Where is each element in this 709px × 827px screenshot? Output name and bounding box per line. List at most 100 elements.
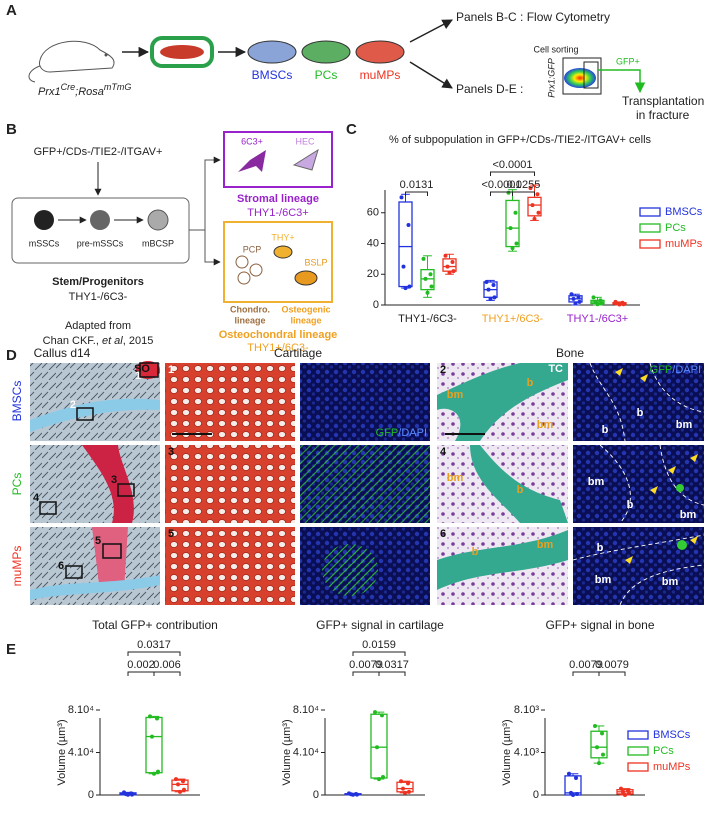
shape xyxy=(235,255,249,269)
p-value: 0.0317 xyxy=(137,639,171,651)
shape xyxy=(65,565,83,579)
charts: % of subpopulation in GFP+/CDs-/TIE2-/IT… xyxy=(56,134,703,801)
tissue-label: bm xyxy=(676,419,693,431)
point xyxy=(401,786,405,791)
arrow xyxy=(409,19,453,43)
shape xyxy=(355,40,405,64)
shape xyxy=(676,484,684,492)
shape xyxy=(300,363,430,441)
point xyxy=(150,734,154,739)
flow-axis: Prx1:GFP xyxy=(546,58,556,98)
stromal-cell xyxy=(292,148,319,171)
legend-swatch xyxy=(639,239,661,249)
region-number: 5 xyxy=(95,535,101,547)
culture-dishes xyxy=(247,40,405,64)
group xyxy=(39,362,159,579)
legend-label: BMSCs xyxy=(653,729,691,741)
legend-swatch xyxy=(639,223,661,233)
point xyxy=(126,792,130,797)
y-axis-label: Volume (µm³) xyxy=(281,719,293,785)
point xyxy=(508,226,513,231)
tissue-label: bm xyxy=(537,539,554,551)
tissue-label: b xyxy=(637,407,644,419)
cell-label: mBCSP xyxy=(142,238,174,248)
shape xyxy=(690,454,698,462)
shape xyxy=(599,444,705,524)
point xyxy=(571,793,575,797)
channel-label: GFP/DAPI xyxy=(650,364,701,376)
point xyxy=(600,731,604,736)
outcome: Transplantation xyxy=(622,94,704,108)
box xyxy=(370,713,388,779)
y-tick-label: 20 xyxy=(367,268,379,280)
shape xyxy=(589,362,705,442)
point xyxy=(576,295,581,300)
shape xyxy=(650,486,658,494)
shape xyxy=(249,263,263,277)
point xyxy=(595,745,599,750)
gate-label: GFP+/CDs-/TIE2-/ITGAV+ xyxy=(34,146,163,158)
significance-bracket xyxy=(512,191,535,196)
point xyxy=(451,269,456,274)
p-value: <0.0001 xyxy=(492,159,532,171)
region-number: 2 xyxy=(70,399,76,411)
column-header: Cartilage xyxy=(274,346,322,360)
region-number: 6 xyxy=(58,560,64,572)
panel-letter: B xyxy=(6,121,17,138)
shape xyxy=(470,445,568,523)
point xyxy=(532,216,537,221)
point xyxy=(514,241,519,246)
y-tick-label: 4.10⁴ xyxy=(68,746,94,758)
point xyxy=(619,786,623,791)
tissue-label: bm xyxy=(447,389,464,401)
shape xyxy=(300,445,430,523)
point xyxy=(626,788,630,793)
point xyxy=(373,710,377,715)
panel-letter: D xyxy=(6,347,17,364)
mouse-icon xyxy=(28,40,115,83)
mouse-label: Prx1Cre;RosamTmG xyxy=(38,82,131,98)
y-tick-label: 8.10³ xyxy=(514,704,539,716)
box xyxy=(145,716,163,774)
significance-bracket xyxy=(153,671,181,676)
p-value: 0.0079 xyxy=(595,659,629,671)
channel-label: GFP/DAPI xyxy=(376,427,427,439)
point xyxy=(627,791,631,796)
tissue-label: b xyxy=(627,499,634,511)
point xyxy=(406,781,410,786)
point xyxy=(421,256,426,261)
cell-label: THY+ xyxy=(271,232,294,242)
point xyxy=(492,295,497,300)
point xyxy=(593,723,597,728)
stem-title: Stem/Progenitors xyxy=(52,276,144,288)
panel-letter: C xyxy=(346,121,357,138)
shape xyxy=(147,209,169,231)
legend-swatch xyxy=(627,746,649,756)
legend-label: muMPs xyxy=(665,238,703,250)
y-tick-label: 8.10⁴ xyxy=(68,704,94,716)
point xyxy=(403,286,408,291)
point xyxy=(488,296,493,301)
cell-label: BSLP xyxy=(304,257,327,267)
box xyxy=(590,730,608,759)
point xyxy=(484,279,489,284)
route-label: Panels B-C : Flow Cytometry xyxy=(456,10,610,24)
shape xyxy=(437,530,568,590)
shape xyxy=(165,527,295,605)
point xyxy=(567,771,571,776)
sorting-label: Cell sorting xyxy=(533,44,578,54)
significance-bracket xyxy=(572,671,600,676)
panel-letter: E xyxy=(6,641,16,658)
p-value: 0.0317 xyxy=(375,659,409,671)
shape xyxy=(165,363,295,441)
p-value: 0.0131 xyxy=(400,179,434,191)
shape xyxy=(690,536,698,544)
region-number: 3 xyxy=(111,474,117,486)
row-label: muMPs xyxy=(10,546,24,587)
stain: TC xyxy=(548,363,563,375)
p-value: 0.0079 xyxy=(569,659,603,671)
point xyxy=(513,210,518,215)
sublineage: Chondro. xyxy=(230,304,270,314)
point xyxy=(401,264,406,269)
point xyxy=(443,253,448,258)
